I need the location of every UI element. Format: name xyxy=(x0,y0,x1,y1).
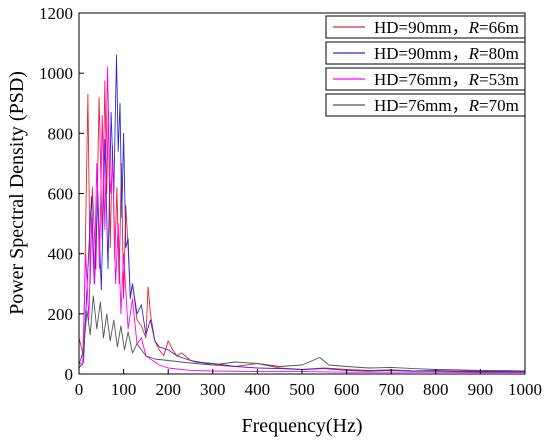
x-tick-label: 800 xyxy=(423,380,449,399)
legend-box xyxy=(325,41,526,65)
legend-item-1: HD=90mm，R=66m xyxy=(325,15,526,39)
y-tick-label: 800 xyxy=(48,124,74,143)
y-tick-label: 600 xyxy=(48,185,74,204)
y-tick-label: 400 xyxy=(48,245,74,264)
x-tick-label: 200 xyxy=(155,380,181,399)
x-tick-label: 300 xyxy=(200,380,226,399)
legend-item-2: HD=90mm，R=80m xyxy=(325,41,526,65)
y-axis-label: Power Spectral Density (PSD) xyxy=(6,71,28,315)
series-line-3 xyxy=(78,66,525,373)
x-tick-label: 500 xyxy=(289,380,315,399)
series-layer xyxy=(78,54,526,373)
legend-label: HD=76mm，R=70m xyxy=(374,96,519,115)
legend-box xyxy=(325,67,526,91)
series-line-4 xyxy=(78,295,526,372)
legend-box xyxy=(325,15,526,39)
x-tick-label: 0 xyxy=(75,380,84,399)
x-tick-label: 900 xyxy=(468,380,494,399)
x-axis-label: Frequency(Hz) xyxy=(241,415,362,437)
y-tick-label: 1200 xyxy=(39,4,73,23)
x-tick-label: 600 xyxy=(334,380,360,399)
legend-box xyxy=(325,93,526,117)
x-tick-label: 1000 xyxy=(508,380,542,399)
legend-label: HD=76mm，R=53m xyxy=(374,70,519,89)
plot-frame xyxy=(78,12,526,375)
x-tick-label: 400 xyxy=(245,380,271,399)
legend-label: HD=90mm，R=66m xyxy=(374,18,519,37)
legend: HD=90mm，R=66m HD=90mm，R=80m HD=76mm，R=53m H… xyxy=(325,15,526,117)
series-line-1 xyxy=(78,80,525,373)
x-tick-label: 700 xyxy=(378,380,404,399)
x-tick-label: 100 xyxy=(111,380,137,399)
legend-item-4: HD=76mm，R=70m xyxy=(325,93,526,117)
legend-item-3: HD=76mm，R=53m xyxy=(325,67,526,91)
y-axis: 0 200 400 600 800 1000 1200 xyxy=(39,4,84,384)
y-tick-label: 0 xyxy=(65,365,74,384)
y-tick-label: 1000 xyxy=(39,64,73,83)
x-axis: 0 100 200 300 400 500 600 700 800 900 1000 xyxy=(75,369,542,399)
legend-label: HD=90mm，R=80m xyxy=(374,44,519,63)
y-tick-label: 200 xyxy=(48,305,74,324)
